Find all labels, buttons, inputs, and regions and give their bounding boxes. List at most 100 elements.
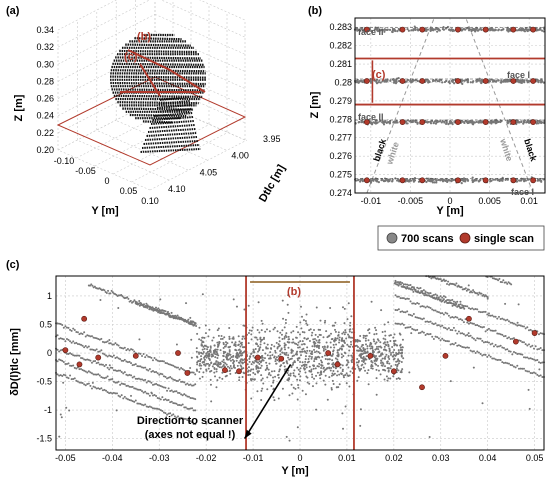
panel-c-scan-point <box>221 360 224 363</box>
panel-b-scan-point <box>406 78 410 82</box>
panel-c-scan-point <box>195 347 198 350</box>
panel-c-scan-point <box>268 330 271 333</box>
panel-c-scan-point <box>282 362 285 365</box>
panel-c-scan-point <box>313 337 316 340</box>
panel-c-scan-point <box>373 356 376 359</box>
panel-c-scan-point <box>347 333 350 336</box>
panel-a-ticks: 0.200.220.240.260.280.300.320.34-0.10-0.… <box>36 25 280 206</box>
panel-c-scan-point <box>164 398 167 401</box>
panel-c-scan-point <box>345 382 348 385</box>
panel-c-scan-point <box>385 375 388 378</box>
panel-c-scan-point <box>499 358 502 361</box>
panel-c-scan-point <box>406 326 409 329</box>
panel-a-scanline <box>141 144 200 149</box>
panel-c-scan-point <box>257 350 260 353</box>
panel-c-scan-point <box>254 373 257 376</box>
panel-b-scan-point <box>475 178 478 182</box>
panel-b-scan-point <box>472 123 475 126</box>
panel-c-scan-point <box>467 307 470 310</box>
panel-c-scan-point <box>139 388 142 391</box>
panel-b-scan-point <box>460 182 463 185</box>
panel-c-scan-point <box>195 350 198 353</box>
panel-b-scan-point <box>473 29 476 32</box>
panel-b-scan-point <box>467 120 471 123</box>
panel-c-scan-point <box>447 314 450 317</box>
panel-c-scan-point <box>502 279 505 282</box>
panel-c-scan-point <box>536 358 539 361</box>
panel-c-scan-point <box>524 356 527 359</box>
panel-c-scan-point <box>383 341 386 344</box>
panel-c-scan-point <box>474 324 477 327</box>
panel-c-scan-point <box>322 367 325 370</box>
panel-c-scan-point <box>260 379 263 382</box>
panel-c-scan-point <box>400 360 403 363</box>
panel-c-scan-point <box>155 394 158 397</box>
panel-c-scan-point <box>260 356 263 359</box>
panel-c-scan-point <box>363 350 366 353</box>
panel-c-scan-point <box>64 374 67 377</box>
panel-c-scan-point <box>125 349 128 352</box>
panel-c-scan-point <box>198 326 201 329</box>
panel-c-scan-point <box>383 368 386 371</box>
panel-c-sparse-point <box>201 293 204 296</box>
panel-b-scan-point <box>357 28 360 31</box>
panel-c-scan-point <box>201 348 204 351</box>
panel-c-scan-point <box>388 349 391 352</box>
panel-c-scan-point <box>266 366 269 369</box>
panel-c-scan-point <box>247 331 250 334</box>
panel-c-scan-point <box>313 348 316 351</box>
panel-c-scan-point <box>247 373 250 376</box>
panel-c-scan-point <box>142 391 145 394</box>
panel-c-scan-point <box>477 324 480 327</box>
panel-c-scan-point <box>108 342 111 345</box>
panel-c-scan-point <box>290 366 293 369</box>
panel-c-scan-point <box>317 335 320 338</box>
panel-c-scan-point <box>232 362 235 365</box>
panel-c-scan-point <box>216 348 219 351</box>
panel-c-scan-point <box>250 352 253 355</box>
panel-c-scan-point <box>255 364 258 367</box>
panel-c-scan-point <box>114 381 117 384</box>
panel-c-scan-point <box>319 319 322 322</box>
panel-c-scan-point <box>219 361 222 364</box>
panel-c-scan-point <box>336 358 339 361</box>
panel-c-scan-point <box>381 353 384 356</box>
panel-c-scan-point <box>373 333 376 336</box>
panel-b-scan-point <box>393 80 396 83</box>
panel-c-scan-point <box>467 335 470 338</box>
panel-c-single-point <box>512 338 519 345</box>
panel-c-scan-point <box>427 333 430 336</box>
panel-c-scan-point <box>479 353 482 356</box>
panel-b-scan-point <box>432 78 435 82</box>
panel-c-scan-point <box>469 321 472 324</box>
panel-c-scan-point <box>145 302 148 305</box>
panel-c-scan-point <box>156 359 159 362</box>
panel-c-scan-point <box>484 341 487 344</box>
panel-c-scan-point <box>61 374 64 377</box>
panel-c-scan-point <box>417 302 420 305</box>
panel-c-scan-point <box>519 367 522 370</box>
panel-c-scan-point <box>170 377 173 380</box>
panel-b-scan-point <box>360 27 363 30</box>
panel-c-scan-point <box>344 331 347 334</box>
panel-b-scan-point <box>516 80 519 83</box>
panel-b-scan-point <box>538 27 541 31</box>
panel-c-scan-point <box>264 369 267 372</box>
legend-700-scans: 700 scans <box>401 233 454 245</box>
panel-c-scan-point <box>186 320 189 323</box>
panel-c-scan-point <box>216 352 219 355</box>
panel-c-scan-point <box>92 360 95 363</box>
panel-c-scan-point <box>81 332 84 335</box>
panel-c-scan-point <box>94 337 97 340</box>
panel-c-sparse-point <box>472 366 475 369</box>
panel-c-scan-point <box>424 294 427 297</box>
panel-c-scan-point <box>310 357 313 360</box>
panel-c-scan-point <box>338 338 341 341</box>
panel-c-scan-point <box>365 355 368 358</box>
panel-a-scanline <box>158 100 190 105</box>
panel-c-scan-point <box>257 345 260 348</box>
panel-c-scan-point <box>206 350 209 353</box>
panel-c-scan-point <box>297 346 300 349</box>
panel-c-scan-point <box>349 336 352 339</box>
panel-b-scan-point <box>505 79 508 82</box>
